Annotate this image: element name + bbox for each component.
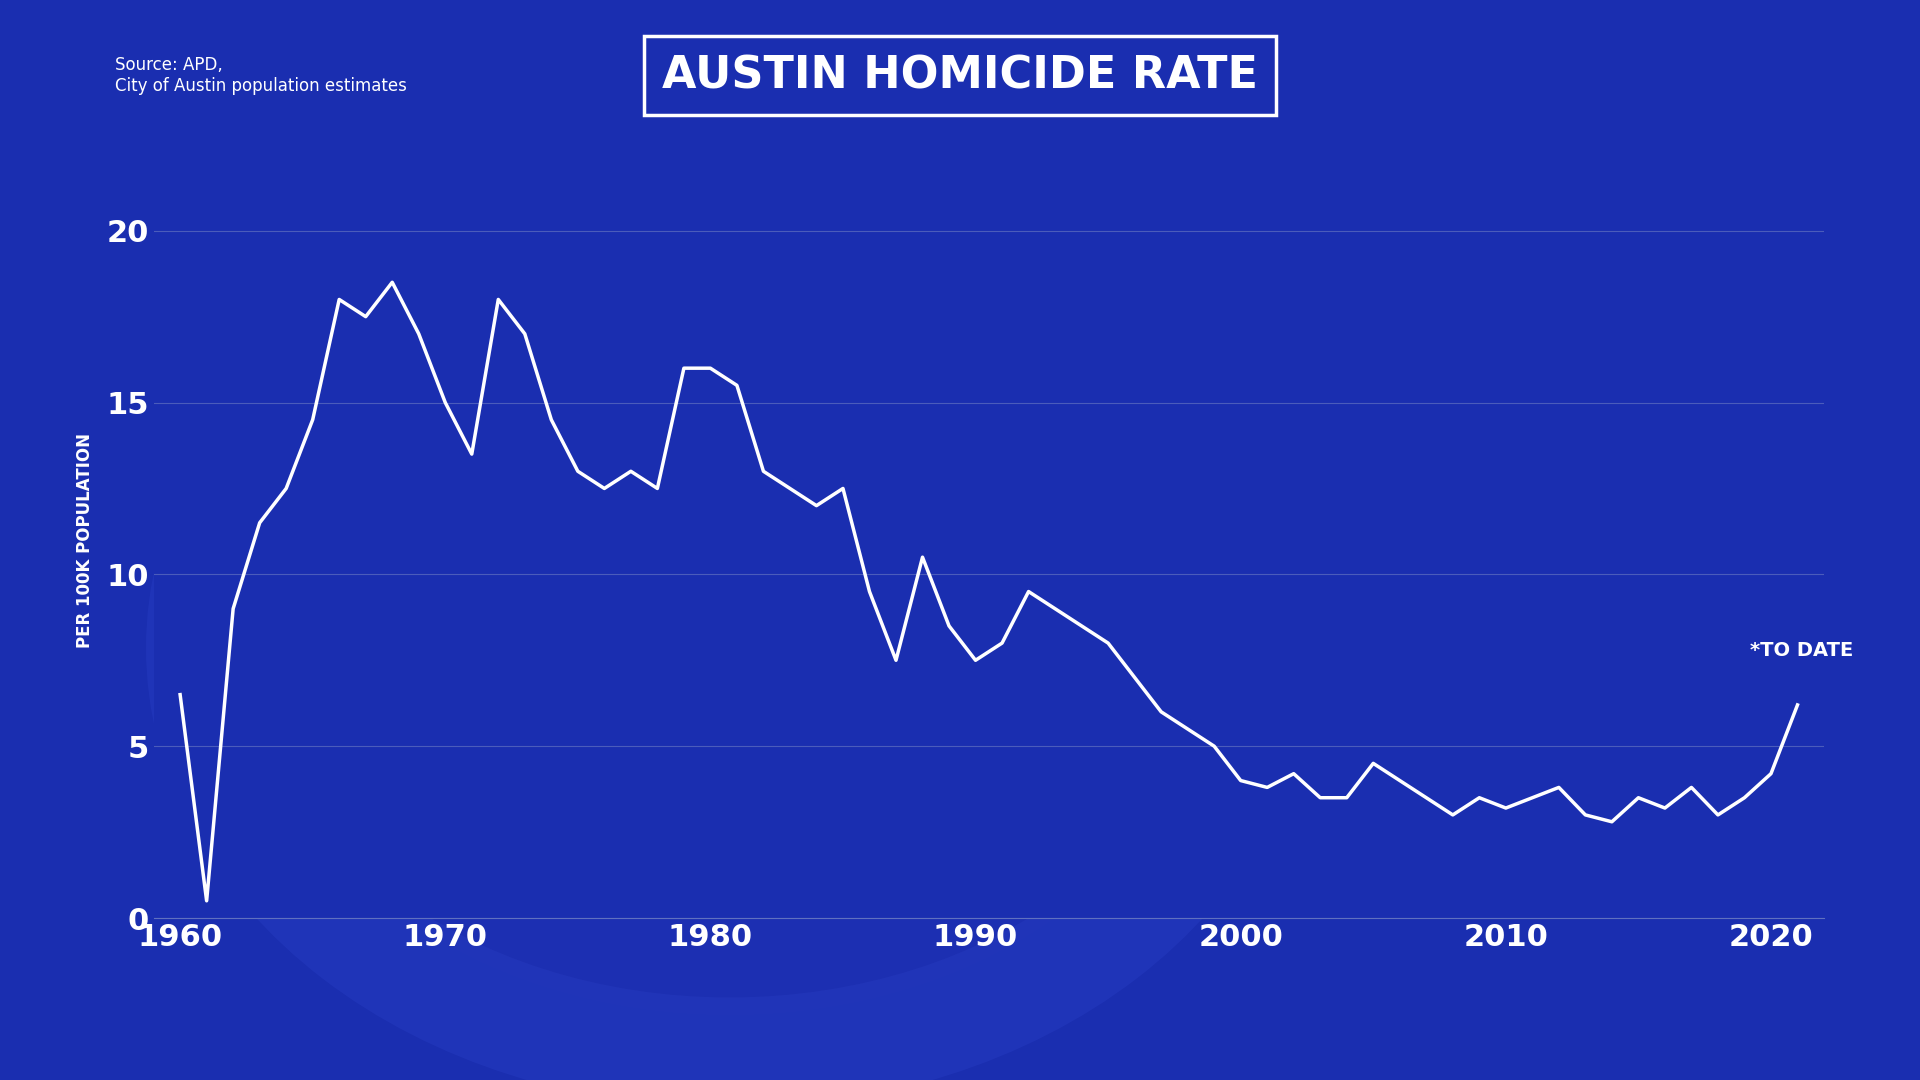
Text: *TO DATE: *TO DATE	[1749, 642, 1853, 660]
Y-axis label: PER 100K POPULATION: PER 100K POPULATION	[77, 432, 94, 648]
Text: AUSTIN HOMICIDE RATE: AUSTIN HOMICIDE RATE	[662, 54, 1258, 97]
Text: Source: APD,
City of Austin population estimates: Source: APD, City of Austin population e…	[115, 56, 407, 95]
